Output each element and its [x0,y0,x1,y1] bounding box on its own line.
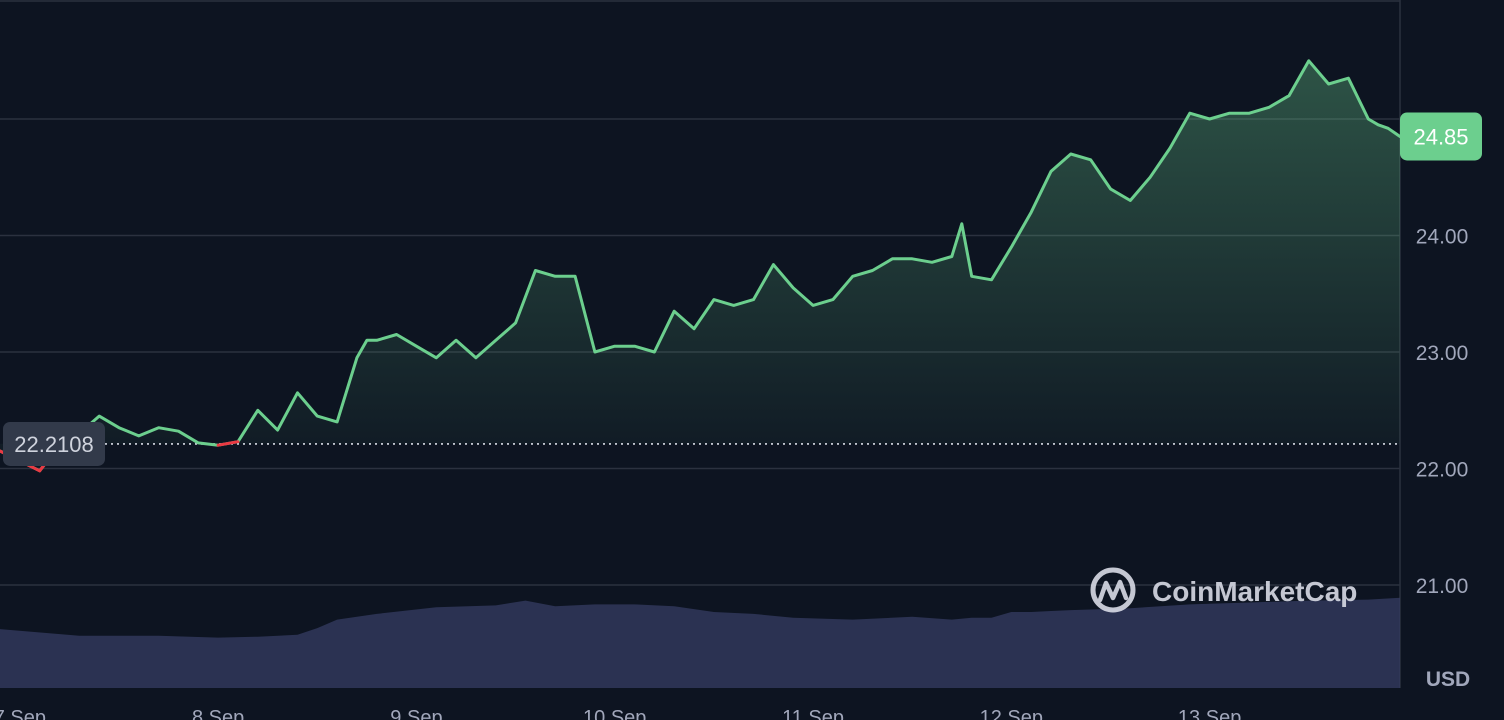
x-tick-label: 7 Sep [0,707,46,720]
reference-price-label: 22.2108 [14,432,94,457]
coinmarketcap-watermark: CoinMarketCap [1090,567,1357,613]
coinmarketcap-logo-icon [1090,567,1136,613]
volume-area [0,597,1400,688]
unit-label: USD [1426,668,1470,691]
price-series-line [0,59,1402,473]
y-axis: 21.00 22.00 23.00 24.00 [1416,226,1469,599]
price-below-ref-segment [216,440,240,447]
price-area-shape [0,60,1400,471]
x-axis: 7 Sep 8 Sep 9 Sep 10 Sep 11 Sep 12 Sep 13 Sep [0,707,1241,720]
x-tick-label: 10 Sep [583,707,646,720]
price-area-fill [0,60,1400,471]
y-tick-label: 22.00 [1416,459,1469,482]
x-tick-label: 11 Sep [782,707,844,720]
x-tick-label: 9 Sep [390,707,442,720]
x-tick-label: 8 Sep [192,707,244,720]
watermark-text: CoinMarketCap [1152,576,1357,607]
y-tick-label: 21.00 [1416,575,1469,598]
reference-price-badge: 22.2108 [3,421,105,466]
current-price-label: 24.85 [1413,124,1468,149]
x-tick-label: 12 Sep [980,707,1043,720]
y-tick-label: 24.00 [1416,226,1469,249]
y-tick-label: 23.00 [1416,342,1469,365]
x-tick-label: 13 Sep [1178,707,1241,720]
current-price-badge: 24.85 [1400,112,1482,161]
volume-shape [0,597,1400,688]
